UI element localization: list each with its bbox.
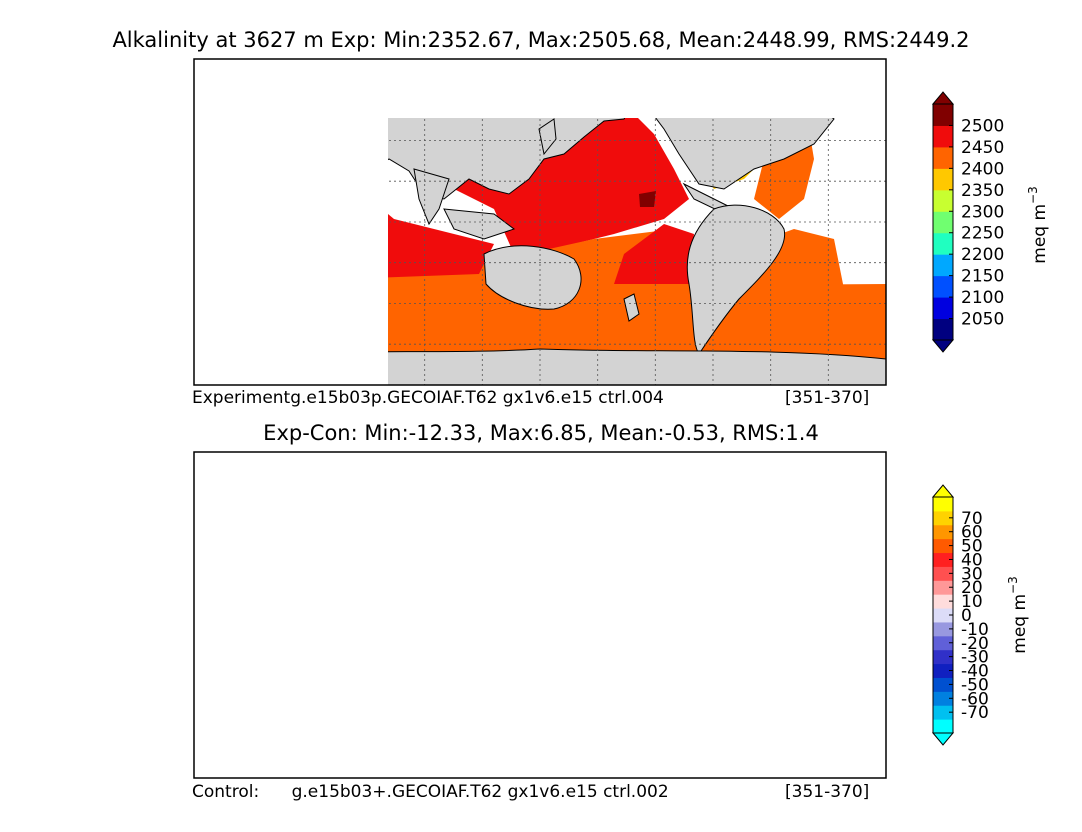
bottom-colorbar-tick-label: -20 bbox=[961, 634, 989, 654]
top-region-south-ocean bbox=[388, 284, 886, 359]
top-colorbar-tick-label: 2200 bbox=[961, 245, 1004, 265]
top-colorbar-segment bbox=[933, 297, 953, 320]
top-colorbar-tick-label: 2400 bbox=[961, 159, 1004, 179]
top-colorbar-segment bbox=[933, 254, 953, 277]
bottom-colorbar-tick-label: 50 bbox=[961, 537, 983, 557]
top-colorbar-frame bbox=[932, 103, 954, 341]
bottom-colorbar-segment bbox=[933, 719, 953, 734]
top-colorbar-unit: meq m−3 bbox=[1026, 186, 1050, 263]
top-map bbox=[193, 58, 887, 386]
bottom-colorbar-tick-label: 20 bbox=[961, 578, 983, 598]
top-colorbar-tick-label: 2100 bbox=[961, 288, 1004, 308]
top-region-east-pacific bbox=[614, 224, 694, 284]
bottom-caption-left: Control: g.e15b03+.GECOIAF.T62 gx1v6.e15… bbox=[192, 782, 669, 802]
bottom-colorbar-tick-label: 10 bbox=[961, 592, 983, 612]
bottom-colorbar-tick-label: 0 bbox=[961, 606, 972, 626]
bottom-colorbar-segment bbox=[933, 608, 953, 623]
bottom-colorbar-segment bbox=[933, 538, 953, 554]
bottom-colorbar-segment bbox=[933, 663, 953, 678]
bottom-colorbar-segment bbox=[933, 566, 953, 581]
bottom-colorbar-segment bbox=[933, 594, 953, 609]
bottom-colorbar-tick-label: -70 bbox=[961, 703, 989, 723]
top-colorbar-tick-label: 2350 bbox=[961, 181, 1004, 201]
top-region-indian-north bbox=[388, 214, 494, 278]
bottom-colorbar-tick-label: -60 bbox=[961, 689, 989, 709]
bottom-colorbar-segment bbox=[933, 510, 953, 526]
top-region-caribbean bbox=[639, 191, 656, 207]
top-chart-title: Alkalinity at 3627 m Exp: Min:2352.67, M… bbox=[112, 28, 970, 52]
bottom-colorbar-extend-max bbox=[931, 484, 955, 498]
bottom-colorbar-extend-min bbox=[931, 732, 955, 746]
bottom-colorbar-segment bbox=[933, 635, 953, 651]
bottom-chart-title: Exp-Con: Min:-12.33, Max:6.85, Mean:-0.5… bbox=[263, 421, 819, 445]
top-colorbar-tick-label: 2450 bbox=[961, 138, 1004, 158]
bottom-colorbar-segment bbox=[933, 705, 953, 720]
top-colorbar-extend-max bbox=[931, 91, 955, 105]
bottom-colorbar-segment bbox=[933, 497, 953, 512]
bottom-colorbar-segment bbox=[933, 552, 953, 567]
top-caption-left: Experimentg.e15b03p.GECOIAF.T62 gx1v6.e1… bbox=[192, 388, 664, 408]
top-colorbar-tick-label: 2050 bbox=[961, 310, 1004, 330]
top-colorbar-segment bbox=[933, 104, 953, 126]
bottom-colorbar-segment bbox=[933, 649, 953, 665]
bottom-colorbar-tick-label: -10 bbox=[961, 620, 989, 640]
top-caption-right: [351-370] bbox=[785, 388, 870, 408]
bottom-colorbar-tick-label: 70 bbox=[961, 509, 983, 529]
bottom-colorbar-tick-label: 60 bbox=[961, 523, 983, 543]
bottom-colorbar-segment bbox=[933, 691, 953, 706]
top-colorbar-tick-label: 2150 bbox=[961, 267, 1004, 287]
bottom-colorbar-segment bbox=[933, 580, 953, 595]
bottom-colorbar-segment bbox=[933, 524, 953, 540]
bottom-colorbar-tick-label: 40 bbox=[961, 550, 983, 570]
top-colorbar-segment bbox=[933, 211, 953, 234]
top-colorbar-segment bbox=[933, 125, 953, 148]
bottom-colorbar-segment bbox=[933, 677, 953, 692]
bottom-colorbar-tick-label: -50 bbox=[961, 675, 989, 695]
top-colorbar-tick-label: 2250 bbox=[961, 224, 1004, 244]
bottom-colorbar-segment bbox=[933, 621, 953, 637]
top-colorbar-tick-label: 2500 bbox=[961, 116, 1004, 136]
top-colorbar-extend-min bbox=[931, 339, 955, 353]
top-colorbar-tick-label: 2300 bbox=[961, 202, 1004, 222]
top-colorbar-segment bbox=[933, 189, 953, 212]
top-colorbar-segment bbox=[933, 318, 953, 341]
bottom-colorbar-unit: meq m−3 bbox=[1006, 576, 1030, 653]
top-colorbar-segment bbox=[933, 232, 953, 255]
bottom-colorbar-tick-label: -40 bbox=[961, 662, 989, 682]
bottom-colorbar-tick-label: 30 bbox=[961, 564, 983, 584]
top-colorbar-segment bbox=[933, 275, 953, 298]
bottom-map bbox=[193, 451, 887, 779]
bottom-caption-right: [351-370] bbox=[785, 782, 870, 802]
bottom-colorbar-tick-label: -30 bbox=[961, 648, 989, 668]
top-colorbar-segment bbox=[933, 146, 953, 169]
top-colorbar-segment bbox=[933, 168, 953, 191]
